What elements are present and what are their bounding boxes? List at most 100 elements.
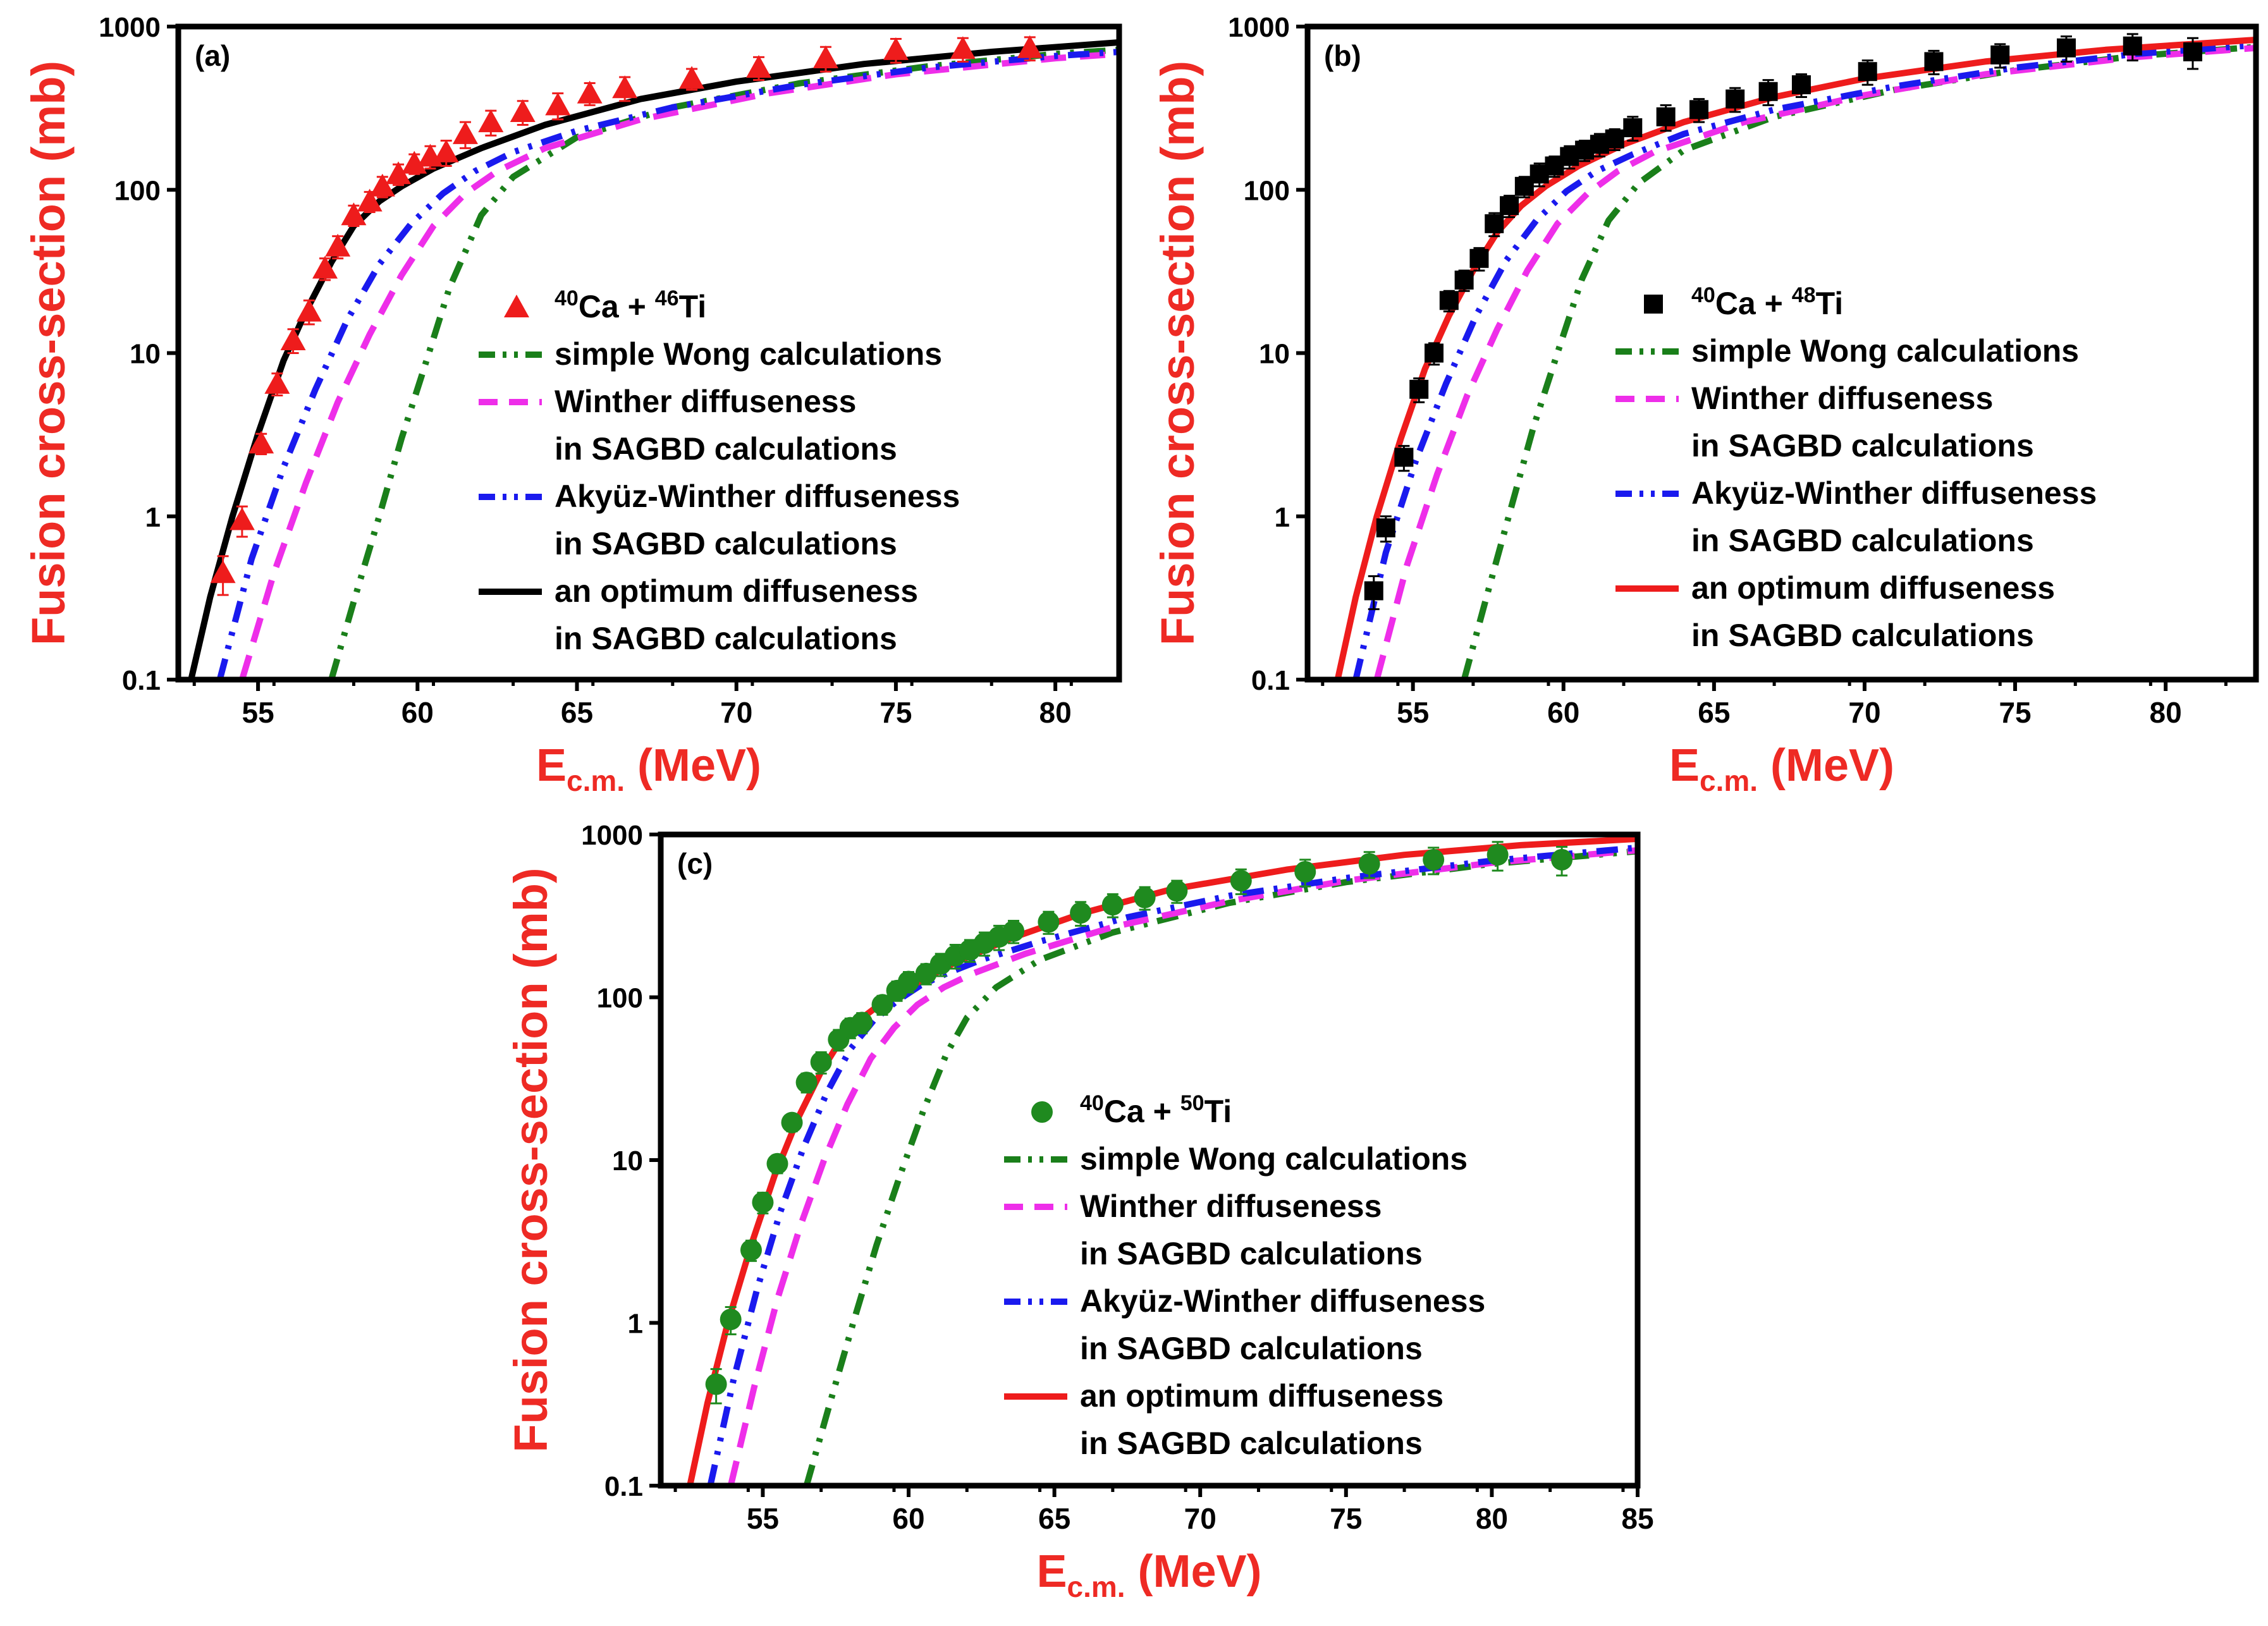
chart-b-x-axis-title: Ec.m. (MeV) (1669, 740, 1894, 797)
chart-a-data-point (386, 161, 412, 185)
chart-b-legend-label-wong: simple Wong calculations (1691, 333, 2079, 369)
chart-c-data-point (1358, 853, 1380, 875)
chart-c-curve-wong (803, 848, 1638, 1486)
chart-a-x-tick-label: 55 (242, 696, 274, 729)
chart-b-data-point (2183, 42, 2202, 62)
chart-a-data-point (510, 99, 536, 123)
chart-b-data-point (1376, 518, 1395, 537)
chart-a-curve-winther (239, 51, 1119, 680)
chart-c-data-point (1486, 844, 1509, 866)
chart-c-legend-label-optimum-line2: in SAGBD calculations (1080, 1426, 1423, 1461)
chart-b-x-tick-label: 65 (1698, 696, 1730, 729)
chart-a-data-point (433, 139, 459, 162)
chart-c-legend-label-wong: simple Wong calculations (1080, 1141, 1468, 1177)
chart-a-data-point (812, 46, 838, 69)
chart-b-data-point (1990, 45, 2010, 64)
chart-a-data-point (341, 202, 367, 226)
chart-a-y-tick-label: 10 (130, 339, 161, 370)
chart-b-x-tick-label: 70 (1848, 696, 1880, 729)
chart-c-y-axis-title: Fusion cross-section (mb) (505, 867, 557, 1452)
chart-b-legend-label-winther: Winther diffuseness (1691, 381, 1993, 416)
chart-b-data-point (1924, 52, 1944, 71)
chart-b-data-point (1858, 62, 1877, 82)
chart-c-legend-label-experiment: 40Ca + 50Ti (1080, 1091, 1232, 1129)
chart-c-legend-label-optimum: an optimum diffuseness (1080, 1378, 1444, 1414)
chart-a-data-point (577, 80, 603, 104)
chart-a-data-point (296, 298, 322, 322)
chart-b-data-point (1791, 75, 1811, 95)
chart-b-data-point (1656, 107, 1676, 126)
chart-b-y-tick-label: 1 (1275, 502, 1290, 533)
chart-c-y-tick-label: 1000 (581, 820, 643, 851)
chart-a-data-point (1017, 35, 1043, 58)
chart-b-data-point (1409, 379, 1429, 399)
chart-b-legend-label-winther-line2: in SAGBD calculations (1691, 428, 2034, 463)
chart-a-data-point (280, 327, 306, 351)
chart-a-data-point (545, 92, 571, 116)
chart-a-legend-label-akyuz: Akyüz-Winther diffuseness (555, 479, 960, 514)
chart-b-x-tick-label: 80 (2150, 696, 2182, 729)
chart-c-x-tick-label: 60 (892, 1502, 924, 1535)
chart-a-y-tick-label: 100 (114, 175, 161, 206)
chart-b-data-point (1726, 89, 1745, 109)
chart-c-data-point (740, 1239, 762, 1261)
chart-c-legend-label-akyuz: Akyüz-Winther diffuseness (1080, 1283, 1485, 1319)
chart-b-data-point (1485, 214, 1504, 233)
chart-a-data-point (357, 188, 383, 212)
chart-a-data-point (746, 55, 772, 78)
chart-b-x-tick-label: 55 (1397, 696, 1429, 729)
chart-b-data-point (2057, 38, 2076, 58)
chart-a-y-tick-label: 0.1 (122, 665, 161, 696)
chart-a-data-point (452, 121, 478, 144)
chart-panel-c: 55 60 65 70 75 80 85 0.1 1 10 100 1000 (c) Ec.m. (MeV… (505, 820, 1654, 1603)
chart-c-data-point (766, 1152, 788, 1175)
chart-b-y-tick-label: 10 (1259, 339, 1290, 370)
chart-c-data-point (1134, 886, 1156, 908)
chart-c-experiment-points (705, 841, 1573, 1405)
chart-b-data-point (1439, 291, 1459, 310)
chart-b-data-point (1425, 343, 1444, 363)
chart-a-legend-marker (504, 295, 529, 317)
chart-b-legend-marker (1644, 295, 1663, 314)
chart-b-panel-label: (b) (1324, 39, 1361, 72)
chart-a-data-point (478, 109, 504, 133)
chart-a-x-tick-label: 60 (401, 696, 434, 729)
chart-c-data-point (1166, 880, 1188, 902)
chart-a-x-axis-title: Ec.m. (MeV) (536, 740, 761, 797)
chart-b-data-point (1689, 100, 1709, 119)
chart-a-legend-label-winther-line2: in SAGBD calculations (555, 431, 897, 467)
chart-b-legend-label-akyuz: Akyüz-Winther diffuseness (1691, 475, 2097, 511)
chart-c-data-point (705, 1373, 727, 1395)
chart-c-y-tick-label: 1 (628, 1309, 643, 1340)
chart-a-data-point (210, 560, 236, 584)
chart-a-data-point (950, 36, 976, 59)
chart-a-data-point (612, 75, 638, 99)
chart-c-data-point (795, 1072, 818, 1094)
chart-c-legend-marker (1031, 1101, 1053, 1123)
chart-c-data-point (851, 1012, 873, 1034)
chart-panel-b: 55 60 65 70 75 80 0.1 1 10 100 1000 (b) Ec.m. (MeV) F… (1151, 12, 2259, 797)
chart-b-data-point (1394, 448, 1414, 467)
chart-b-y-tick-label: 100 (1244, 175, 1290, 206)
chart-a-x-tick-label: 75 (880, 696, 912, 729)
chart-a-data-point (312, 255, 338, 279)
chart-a-y-tick-label: 1 (145, 502, 161, 533)
chart-b-data-point (2123, 36, 2142, 56)
chart-a-panel-label: (a) (195, 39, 230, 72)
chart-a-legend-label-experiment: 40Ca + 46Ti (555, 286, 706, 324)
chart-c-data-point (1070, 902, 1092, 924)
chart-a-legend-label-optimum-line2: in SAGBD calculations (555, 621, 897, 656)
chart-b-legend-label-experiment: 40Ca + 48Ti (1691, 283, 1843, 321)
chart-b-legend: 40Ca + 48Ti simple Wong calculations Winth… (1615, 283, 2097, 653)
chart-c-data-point (1294, 861, 1316, 883)
chart-b-y-axis-title: Fusion cross-section (mb) (1151, 61, 1204, 645)
chart-b-legend-label-optimum-line2: in SAGBD calculations (1691, 618, 2034, 653)
chart-a-curve-akyuz (216, 49, 1119, 680)
chart-a-legend-label-wong: simple Wong calculations (555, 336, 942, 372)
chart-a-curve-wong (328, 46, 1119, 680)
chart-c-x-tick-label: 65 (1038, 1502, 1070, 1535)
chart-b-y-tick-label: 0.1 (1251, 665, 1290, 696)
chart-b-experiment-points (1364, 33, 2202, 611)
chart-c-legend-label-akyuz-line2: in SAGBD calculations (1080, 1331, 1423, 1366)
chart-b-data-point (1454, 271, 1474, 290)
